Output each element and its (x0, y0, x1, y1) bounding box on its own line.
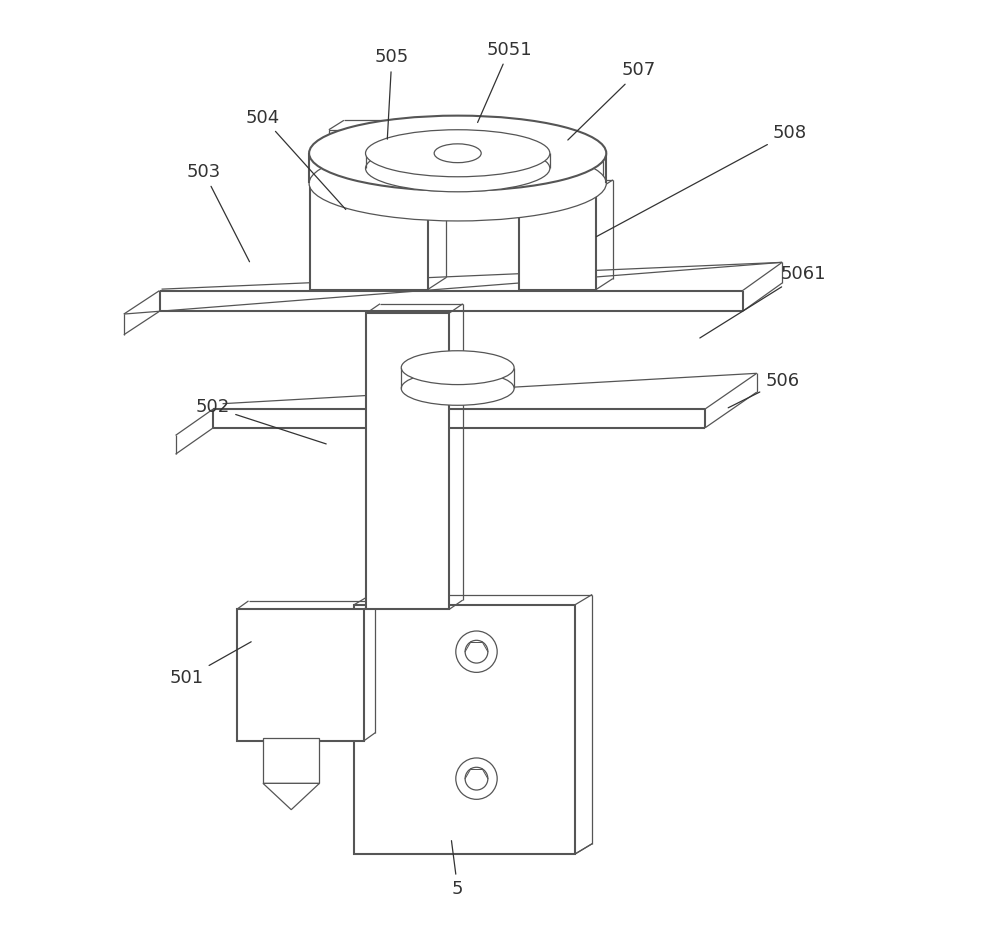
Ellipse shape (309, 115, 606, 191)
Text: 508: 508 (596, 124, 807, 236)
Bar (237, 609, 364, 741)
Ellipse shape (366, 145, 550, 192)
Ellipse shape (366, 130, 550, 177)
Bar (519, 191, 596, 289)
Text: 504: 504 (246, 109, 346, 209)
Text: 502: 502 (196, 398, 326, 444)
Bar (524, 153, 589, 191)
Ellipse shape (309, 146, 606, 221)
Bar (263, 738, 319, 783)
Ellipse shape (434, 144, 481, 163)
Polygon shape (263, 783, 319, 810)
Text: 5051: 5051 (478, 41, 532, 122)
Text: 505: 505 (375, 48, 409, 139)
Bar (329, 130, 409, 182)
Text: 506: 506 (728, 372, 799, 408)
Ellipse shape (401, 372, 514, 405)
Bar (310, 182, 428, 289)
Text: 501: 501 (170, 641, 251, 687)
Ellipse shape (401, 351, 514, 385)
Text: 507: 507 (568, 61, 656, 140)
Bar (354, 604, 575, 854)
Bar (366, 313, 449, 609)
Text: 5: 5 (451, 841, 463, 898)
Text: 503: 503 (187, 163, 250, 262)
Text: 5061: 5061 (700, 265, 826, 338)
